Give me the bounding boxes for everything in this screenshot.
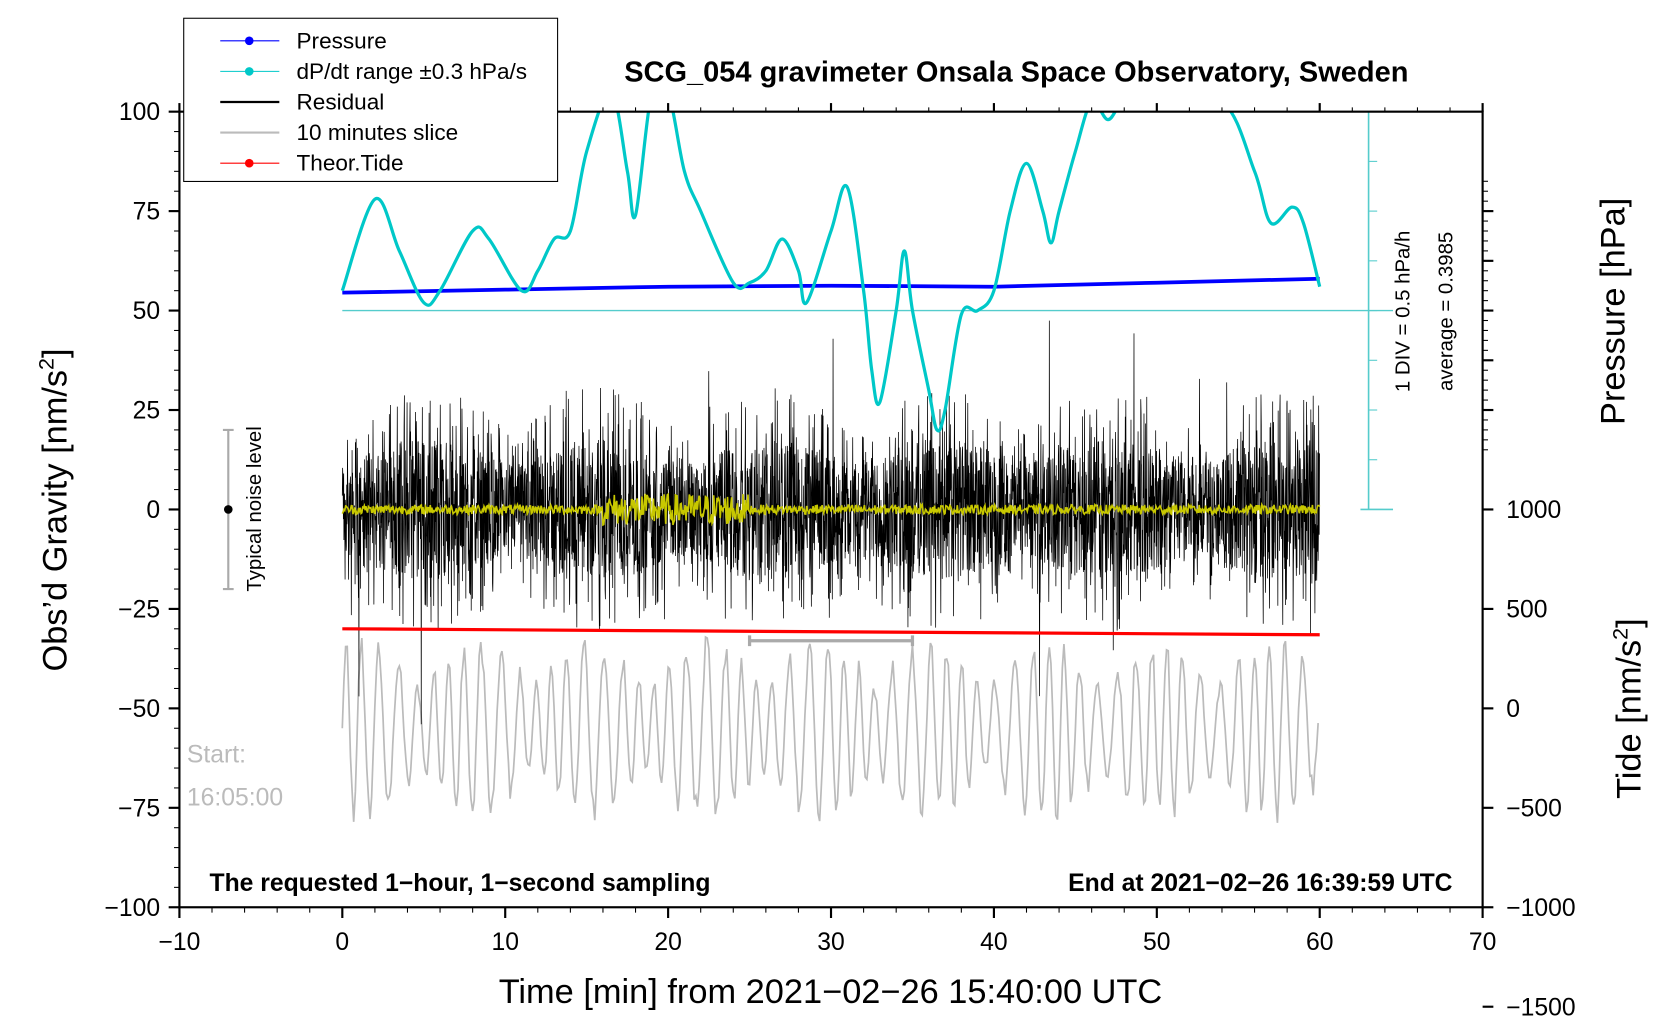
x-tick-label: 60 xyxy=(1306,929,1333,956)
legend-box xyxy=(183,17,559,182)
noise-level-dot xyxy=(223,505,233,514)
footer-left: The requested 1−hour, 1−second sampling xyxy=(210,870,711,897)
slice-line xyxy=(341,635,1319,823)
legend-label: Theor.Tide xyxy=(297,151,404,176)
tide-line xyxy=(342,627,1320,637)
x-tick-label: 50 xyxy=(1143,929,1170,956)
y-axis-label-left: Obs’d Gravity [nm/s2] xyxy=(35,348,75,671)
chart-title: SCG_054 gravimeter Onsala Space Observat… xyxy=(624,57,1408,89)
y-tick-label: −100 xyxy=(104,895,160,922)
start-label: Start: xyxy=(187,741,246,768)
y-axis-label-tide: Tide [nm/s2] xyxy=(1609,618,1649,799)
tide-tick-label: −1000 xyxy=(1506,895,1575,922)
legend-marker xyxy=(244,36,254,46)
pressure-line xyxy=(342,276,1320,295)
smoothed-residual-line xyxy=(341,492,1321,527)
x-tick-label: −10 xyxy=(158,929,200,956)
legend: Pressure dP/dt range ±0.3 hPa/s Residual 10… xyxy=(183,17,559,182)
y-tick-label: 50 xyxy=(133,298,160,325)
y-tick-label: −50 xyxy=(118,696,160,723)
tide-tick-label: 1000 xyxy=(1506,497,1561,524)
x-tick-label: 40 xyxy=(980,929,1007,956)
y-tick-label: 25 xyxy=(133,398,160,425)
noise-level-label: Typical noise level xyxy=(244,426,266,591)
x-tick-label: 10 xyxy=(491,929,518,956)
cyan-average-label: average = 0.3985 xyxy=(1436,232,1458,391)
footer-right: End at 2021−02−26 16:39:59 UTC xyxy=(1068,870,1453,897)
start-time: 16:05:00 xyxy=(187,784,283,811)
x-tick-label: 30 xyxy=(817,929,844,956)
legend-marker xyxy=(244,158,254,168)
y-tick-label: 75 xyxy=(133,199,160,226)
y-tick-label: −25 xyxy=(118,597,160,624)
legend-label: dP/dt range ±0.3 hPa/s xyxy=(297,59,528,84)
legend-label: 10 minutes slice xyxy=(297,120,459,145)
y-axis-label-pressure: Pressure [hPa] xyxy=(1594,198,1632,425)
dpdt-line xyxy=(340,111,1322,433)
x-tick-label: 20 xyxy=(654,929,681,956)
x-tick-label: 70 xyxy=(1469,929,1496,956)
y-tick-label: 0 xyxy=(146,497,160,524)
x-axis-label: Time [min] from 2021−02−26 15:40:00 UTC xyxy=(499,973,1163,1011)
slice-window-bracket xyxy=(747,635,915,647)
x-tick-label: 0 xyxy=(335,929,349,956)
y-tick-label: 100 xyxy=(119,99,160,126)
y-tick-label: −75 xyxy=(118,795,160,822)
tide-tick-label: 500 xyxy=(1506,597,1547,624)
legend-marker xyxy=(244,67,254,76)
cyan-div-label: 1 DIV = 0.5 hPa/h xyxy=(1393,231,1415,392)
tide-tick-label: 0 xyxy=(1506,696,1520,723)
legend-label: Pressure xyxy=(297,28,387,53)
legend-label: Residual xyxy=(297,90,385,115)
residual-line xyxy=(341,320,1320,725)
tide-tick-label: −500 xyxy=(1506,795,1562,822)
tide-tick-label: −1500 xyxy=(1506,994,1575,1020)
